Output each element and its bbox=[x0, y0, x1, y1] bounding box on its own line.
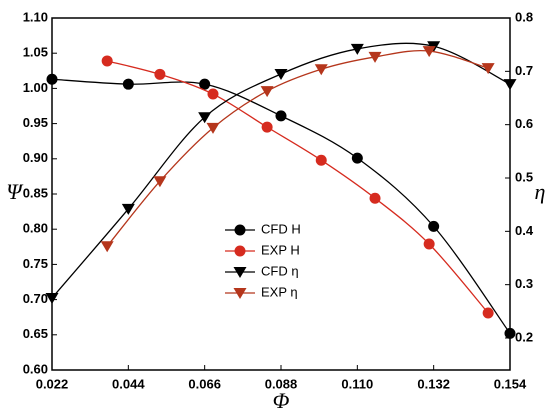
marker bbox=[428, 220, 440, 232]
y2-tick-label: 0.8 bbox=[515, 9, 533, 24]
y-tick-label: 0.75 bbox=[23, 256, 48, 271]
marker bbox=[207, 88, 219, 100]
marker bbox=[481, 63, 495, 75]
legend-marker bbox=[234, 245, 246, 257]
marker bbox=[261, 121, 273, 133]
series-line bbox=[106, 50, 489, 247]
x-axis-label: Φ bbox=[273, 388, 290, 413]
legend-marker bbox=[233, 267, 247, 278]
y-tick-label: 0.60 bbox=[23, 361, 48, 376]
marker bbox=[199, 78, 211, 90]
legend-marker bbox=[234, 224, 246, 236]
x-tick-label: 0.154 bbox=[494, 376, 527, 391]
marker bbox=[315, 154, 327, 166]
marker bbox=[482, 307, 494, 319]
marker bbox=[100, 241, 114, 253]
y-axis-label: Ψ bbox=[6, 179, 24, 204]
marker bbox=[422, 46, 436, 58]
y-tick-label: 0.65 bbox=[23, 326, 48, 341]
marker bbox=[46, 73, 58, 85]
marker bbox=[503, 79, 517, 91]
marker bbox=[206, 122, 220, 134]
marker bbox=[350, 43, 364, 55]
y2-tick-label: 0.2 bbox=[515, 329, 533, 344]
marker bbox=[314, 64, 328, 76]
marker bbox=[368, 51, 382, 63]
legend-label: EXP η bbox=[261, 284, 298, 299]
series-line bbox=[51, 42, 511, 299]
x-tick-label: 0.022 bbox=[36, 376, 69, 391]
marker bbox=[101, 55, 113, 67]
legend-label: CFD H bbox=[261, 221, 301, 236]
y-tick-label: 0.85 bbox=[23, 185, 48, 200]
y2-tick-label: 0.5 bbox=[515, 169, 533, 184]
marker bbox=[369, 192, 381, 204]
y2-tick-label: 0.3 bbox=[515, 276, 533, 291]
x-tick-label: 0.132 bbox=[417, 376, 450, 391]
y2-tick-label: 0.4 bbox=[515, 223, 534, 238]
legend-marker bbox=[233, 288, 247, 299]
y-tick-label: 0.80 bbox=[23, 221, 48, 236]
y-tick-label: 1.00 bbox=[23, 80, 48, 95]
marker bbox=[153, 176, 167, 188]
marker bbox=[45, 293, 59, 304]
marker bbox=[260, 86, 274, 98]
y-tick-label: 0.95 bbox=[23, 115, 48, 130]
marker bbox=[504, 327, 516, 339]
y-tick-label: 0.90 bbox=[23, 150, 48, 165]
marker bbox=[198, 112, 212, 124]
y-tick-label: 1.05 bbox=[23, 45, 48, 60]
legend-label: EXP H bbox=[261, 242, 300, 257]
x-tick-label: 0.110 bbox=[341, 376, 373, 391]
x-tick-label: 0.044 bbox=[112, 376, 145, 391]
legend-label: CFD η bbox=[261, 263, 299, 278]
x-tick-label: 0.088 bbox=[265, 376, 298, 391]
y-tick-label: 1.10 bbox=[23, 9, 48, 24]
x-tick-label: 0.066 bbox=[188, 376, 221, 391]
marker bbox=[121, 203, 135, 215]
marker bbox=[122, 78, 134, 90]
marker bbox=[423, 238, 435, 250]
marker bbox=[274, 69, 288, 80]
y2-tick-label: 0.6 bbox=[515, 116, 533, 131]
marker bbox=[154, 68, 166, 80]
marker bbox=[275, 110, 287, 122]
y-tick-label: 0.70 bbox=[23, 291, 48, 306]
y2-axis-label: η bbox=[535, 179, 546, 204]
marker bbox=[351, 152, 363, 164]
y2-tick-label: 0.7 bbox=[515, 63, 533, 78]
